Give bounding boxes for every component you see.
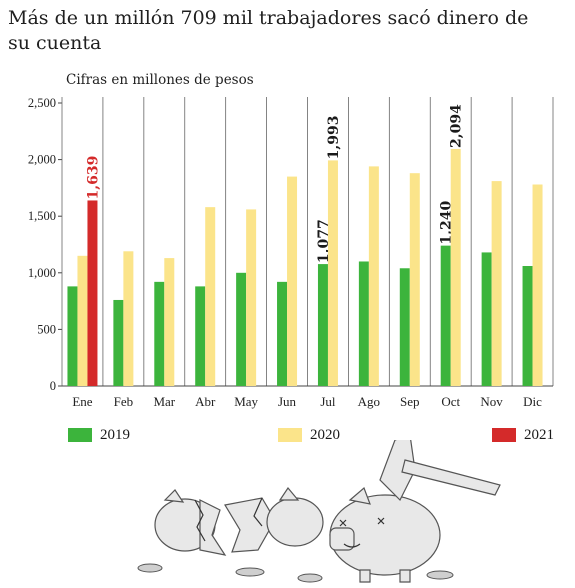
bar-2019-feb [113, 299, 124, 386]
x-tick-label: May [234, 394, 258, 409]
x-tick-label: Oct [441, 394, 460, 409]
legend-label-2019: 2019 [100, 426, 130, 443]
bar-2019-nov [481, 252, 492, 386]
legend-item-2020: 2020 [278, 424, 340, 446]
legend-label-2020: 2020 [310, 426, 340, 443]
x-tick-label: Ene [72, 394, 92, 409]
bar-2021-ene [87, 200, 98, 386]
data-label: 2,094 [449, 104, 465, 148]
y-tick-label: 2,500 [28, 96, 56, 110]
bar-2020-feb [123, 251, 134, 386]
legend-swatch-2021 [492, 428, 516, 442]
chart-title: Más de un millón 709 mil trabajadores sa… [8, 7, 529, 54]
x-tick-label: Jul [320, 394, 336, 409]
bar-chart: 0 500 1,000 1,500 2,000 2,500 1,639 Ene Feb Mar Ab… [28, 96, 554, 409]
bar-2020-sep [409, 173, 420, 386]
chart-subtitle: Cifras en millones de pesos [66, 72, 254, 88]
data-label: 1,993 [326, 116, 342, 160]
x-tick-label: Feb [114, 394, 134, 409]
bar-2020-ene [77, 255, 88, 386]
data-label: 1,639 [85, 156, 101, 200]
bar-2020-jul [327, 160, 338, 386]
y-tick-label: 1,500 [28, 209, 56, 223]
legend-swatch-2019 [68, 428, 92, 442]
bar-2019-sep [399, 268, 410, 386]
bar-2019-ago [358, 261, 369, 386]
bar-2020-nov [491, 181, 502, 386]
x-tick-label: Mar [153, 394, 175, 409]
y-tick-label: 2,000 [28, 153, 56, 167]
bar-2019-mar [154, 281, 165, 386]
bar-2019-oct [440, 245, 451, 386]
legend-swatch-2020 [278, 428, 302, 442]
legend-item-2019: 2019 [68, 424, 130, 446]
x-tick-label: Ago [358, 394, 380, 409]
bar-2019-dic [522, 266, 533, 386]
y-tick-label: 500 [37, 322, 56, 336]
bar-2019-jun [277, 281, 288, 386]
bar-2020-ago [368, 166, 379, 386]
bar-2019-ene [67, 286, 78, 386]
bar-2019-jul [317, 264, 328, 386]
legend-item-2021: 2021 [492, 424, 554, 446]
x-tick-label: Abr [195, 394, 216, 409]
y-tick-label: 1,000 [28, 266, 56, 280]
broken-piggy-banks-illustration [137, 440, 501, 583]
y-tick-label: 0 [50, 379, 56, 393]
bar-2020-mar [164, 258, 175, 386]
bar-2020-abr [205, 207, 216, 386]
legend-label-2021: 2021 [524, 426, 554, 443]
bar-2020-dic [532, 184, 543, 386]
x-tick-label: Dic [523, 394, 542, 409]
x-tick-label: Sep [400, 394, 420, 409]
bar-2019-may [236, 272, 247, 386]
bar-2020-jun [287, 176, 298, 386]
x-tick-label: Nov [480, 394, 503, 409]
bar-2019-abr [195, 286, 206, 386]
x-tick-label: Jun [278, 394, 297, 409]
bar-2020-oct [450, 148, 461, 386]
bar-2020-may [246, 209, 257, 386]
